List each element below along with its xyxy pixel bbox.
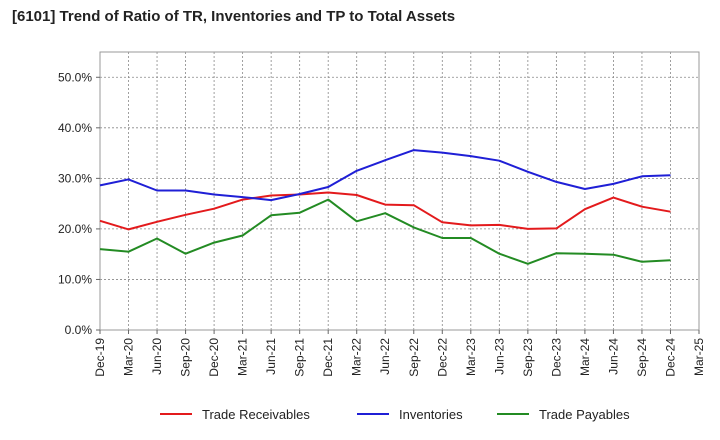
x-tick-label: Sep-23	[521, 338, 535, 377]
x-tick-label: Sep-20	[179, 338, 193, 377]
x-tick-label: Sep-22	[407, 338, 421, 377]
chart-title: [6101] Trend of Ratio of TR, Inventories…	[12, 8, 456, 25]
x-tick-label: Mar-20	[122, 338, 136, 376]
y-tick-label: 30.0%	[58, 171, 92, 185]
legend-label: Inventories	[399, 407, 463, 422]
x-tick-label: Sep-21	[293, 338, 307, 377]
x-tick-label: Dec-19	[93, 338, 107, 377]
x-tick-label: Jun-20	[150, 338, 164, 375]
plot-frame	[99, 51, 700, 331]
x-axis: Dec-19 Mar-20 Jun-20 Sep-20 Dec-20 Mar-21 Jun-…	[93, 330, 706, 377]
x-tick-label: Mar-24	[578, 338, 592, 376]
y-tick-label: 50.0%	[58, 70, 92, 84]
x-tick-label: Dec-23	[549, 338, 563, 377]
x-tick-label: Jun-24	[606, 338, 620, 375]
x-tick-label: Dec-21	[321, 338, 335, 377]
y-axis: 0.0% 10.0% 20.0% 30.0% 40.0% 50.0%	[58, 70, 100, 337]
legend-label: Trade Receivables	[202, 407, 310, 422]
x-tick-label: Mar-23	[464, 338, 478, 376]
series-line	[99, 191, 671, 231]
y-tick-label: 10.0%	[58, 272, 92, 286]
x-tick-label: Mar-22	[350, 338, 364, 376]
x-tick-label: Mar-21	[236, 338, 250, 376]
x-tick-label: Dec-22	[435, 338, 449, 377]
legend: Trade Receivables Inventories Trade Payabl…	[160, 407, 630, 422]
y-tick-label: 20.0%	[58, 222, 92, 236]
y-tick-label: 40.0%	[58, 121, 92, 135]
legend-label: Trade Payables	[539, 407, 630, 422]
x-tick-label: Dec-24	[663, 338, 677, 377]
x-tick-label: Mar-25	[692, 338, 706, 376]
series-line	[99, 198, 671, 265]
x-tick-label: Jun-22	[378, 338, 392, 375]
y-tick-label: 0.0%	[65, 323, 93, 337]
x-tick-label: Dec-20	[207, 338, 221, 377]
x-tick-label: Sep-24	[635, 338, 649, 377]
x-tick-label: Jun-23	[492, 338, 506, 375]
series-lines	[99, 149, 671, 265]
x-tick-label: Jun-21	[264, 338, 278, 375]
series-line	[99, 149, 671, 202]
